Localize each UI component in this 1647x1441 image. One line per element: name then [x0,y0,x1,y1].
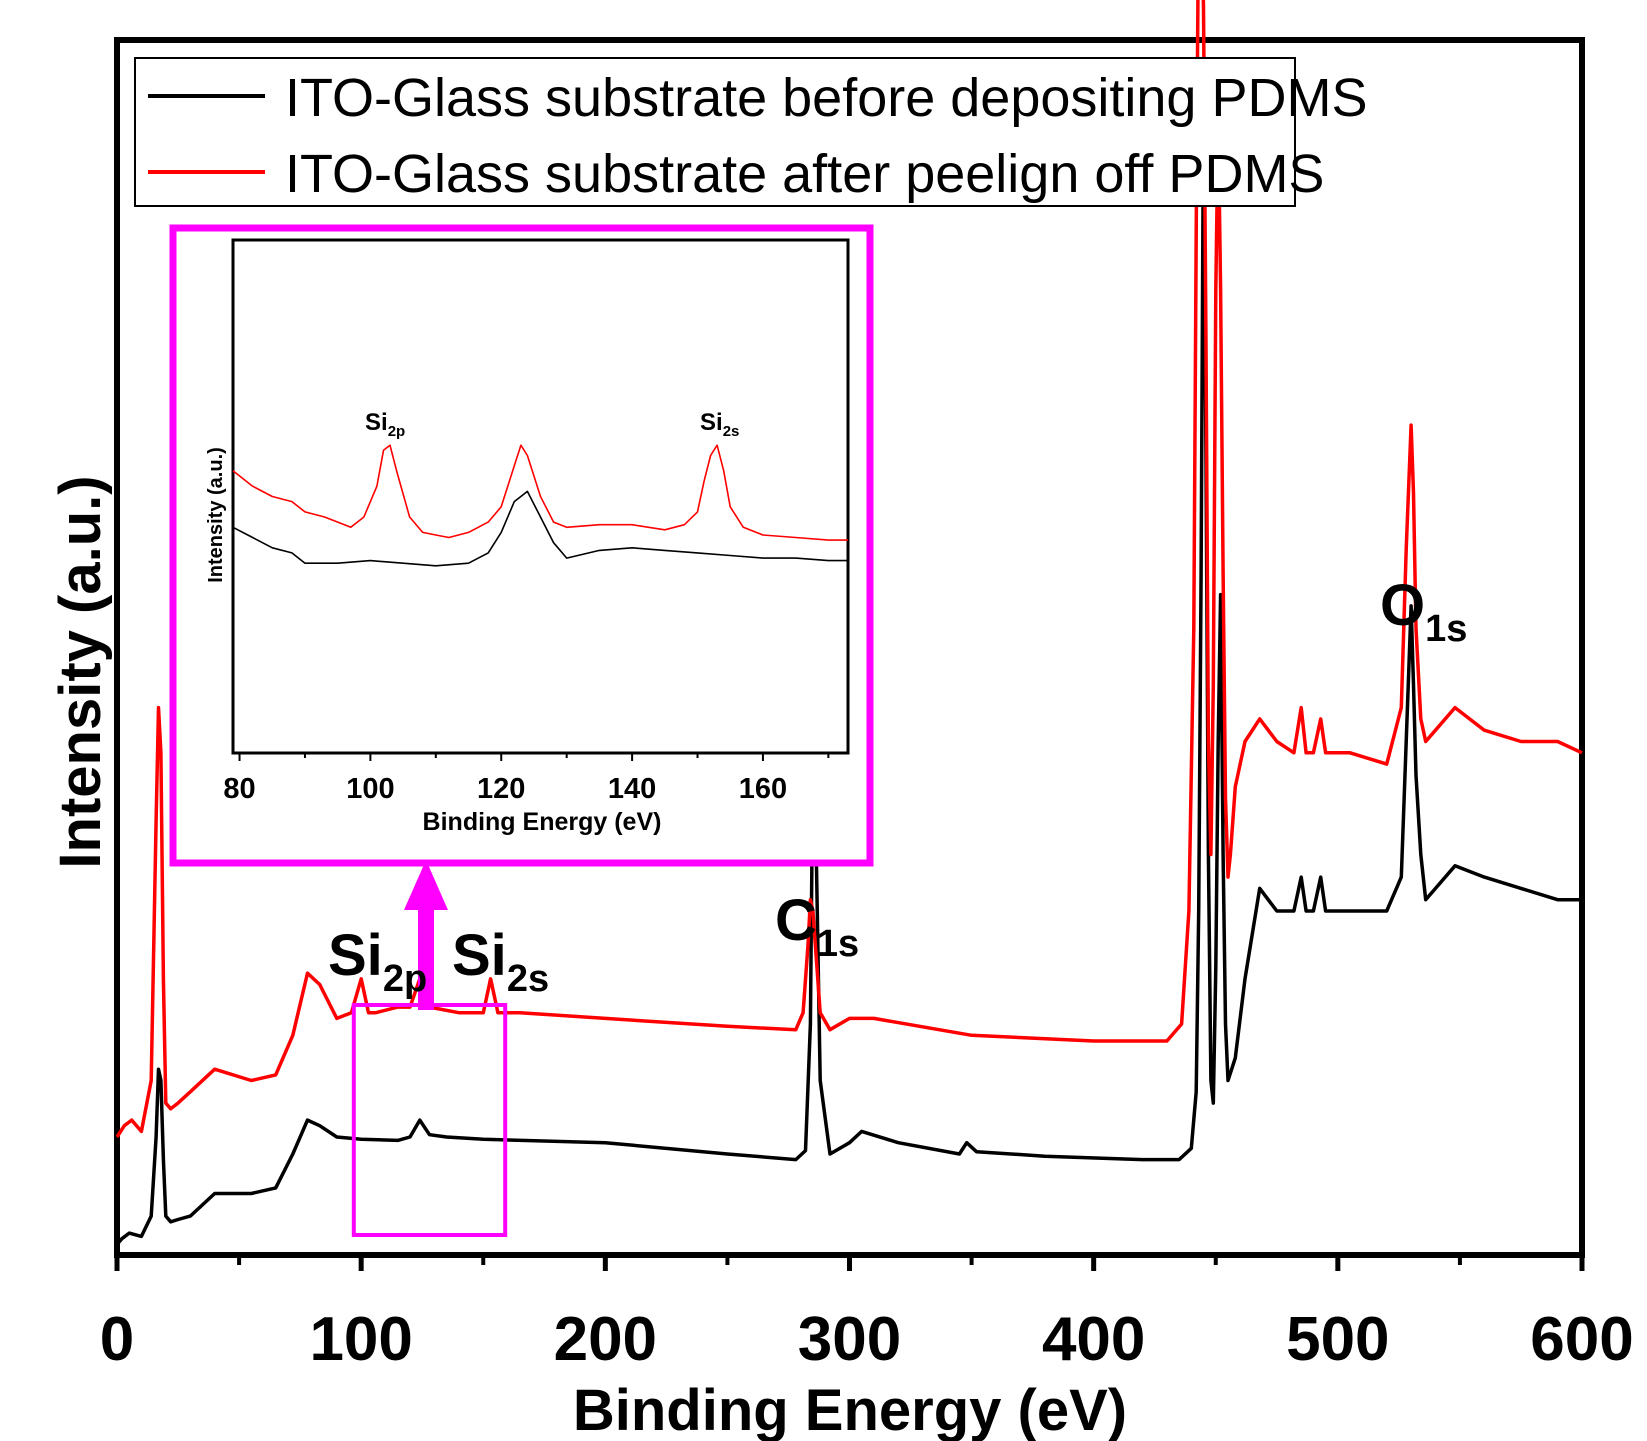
inset-x-tick-label: 100 [346,773,394,805]
main-series-before [115,107,1582,1246]
main-x-tick-label: 400 [1042,1305,1145,1374]
inset-plot-frame [231,238,850,755]
inset-x-tick-label: 160 [739,773,787,805]
inset-x-tick-labels: 80 100 120 140 160 [223,773,787,805]
peak-label-c1s: C1s [775,888,859,965]
main-y-axis-label: Intensity (a.u.) [48,475,113,868]
inset-x-tick-label: 120 [477,773,525,805]
inset-arrow [404,860,448,1010]
legend-label-after: ITO-Glass substrate after peelign off PD… [285,144,1324,204]
inset-y-axis-label: Intensity (a.u.) [205,447,227,583]
legend-box [134,57,1296,207]
inset-outer-frame [169,224,874,867]
main-x-tick-label: 500 [1286,1305,1389,1374]
highlight-region-box [351,1003,508,1237]
peak-label-si2s: Si2s [452,923,549,1000]
main-series-after [115,0,1583,1138]
inset-series-before [232,490,848,567]
inset-x-tick-label: 80 [223,773,255,805]
inset-peak-label-si2p: Si2p [365,409,405,440]
inset-x-tick-label: 140 [608,773,656,805]
main-x-axis-label: Binding Energy (eV) [573,1378,1127,1441]
main-x-tick-label: 200 [554,1305,657,1374]
inset-peak-label-si2s: Si2s [700,409,739,440]
inset-x-ticks [238,753,830,761]
inset-panel: 80 100 120 140 160 Binding Energy (eV) Inten… [169,224,874,867]
inset-series-after [232,444,848,541]
legend-label-before: ITO-Glass substrate before depositing PD… [285,68,1367,128]
main-x-tick-labels: 0 100 200 300 400 500 600 [100,1305,1634,1374]
peak-label-si2p: Si2p [328,923,427,1000]
main-x-tick-label: 600 [1530,1305,1633,1374]
main-x-tick-label: 100 [309,1305,412,1374]
main-x-ticks [114,1255,1585,1271]
peak-label-o1s: O1s [1380,573,1467,650]
header-text: Measurement of the ITO-Glass [69,0,1577,20]
main-x-tick-label: 300 [798,1305,901,1374]
main-x-tick-label: 0 [100,1305,134,1374]
legend: ITO-Glass substrate before depositing PD… [134,57,1367,207]
inset-x-axis-label: Binding Energy (eV) [423,808,662,836]
